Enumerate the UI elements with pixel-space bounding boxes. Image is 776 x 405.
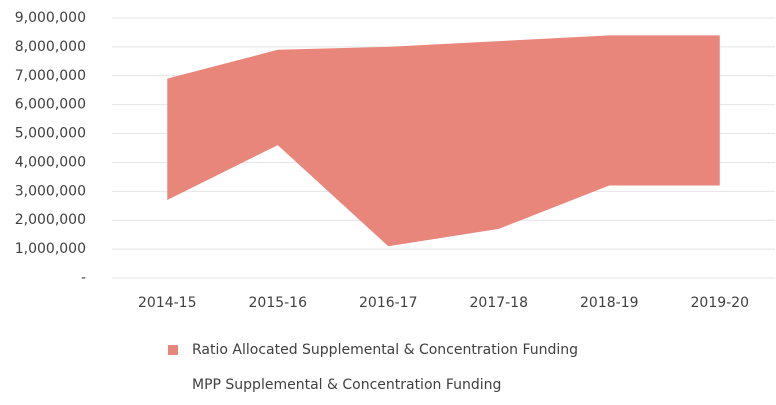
legend-marker [168,345,178,355]
y-tick-label: 7,000,000 [15,68,86,84]
y-tick-label: 3,000,000 [15,183,86,199]
legend-label: Ratio Allocated Supplemental & Concentra… [192,342,578,358]
y-tick-label: 2,000,000 [15,212,86,228]
y-tick-label: 4,000,000 [15,154,86,170]
y-tick-label: - [81,270,86,286]
x-tick-label: 2015-16 [249,295,308,311]
x-tick-label: 2019-20 [691,295,750,311]
legend-marker [168,380,178,390]
y-tick-label: 9,000,000 [15,10,86,26]
y-tick-label: 1,000,000 [15,241,86,257]
x-tick-label: 2017-18 [470,295,529,311]
y-tick-label: 8,000,000 [15,39,86,55]
legend-label: MPP Supplemental & Concentration Funding [192,377,501,393]
y-tick-label: 5,000,000 [15,126,86,142]
area [167,35,720,247]
y-tick-label: 6,000,000 [15,97,86,113]
x-tick-label: 2018-19 [580,295,639,311]
x-tick-label: 2016-17 [359,295,418,311]
x-tick-label: 2014-15 [138,295,197,311]
